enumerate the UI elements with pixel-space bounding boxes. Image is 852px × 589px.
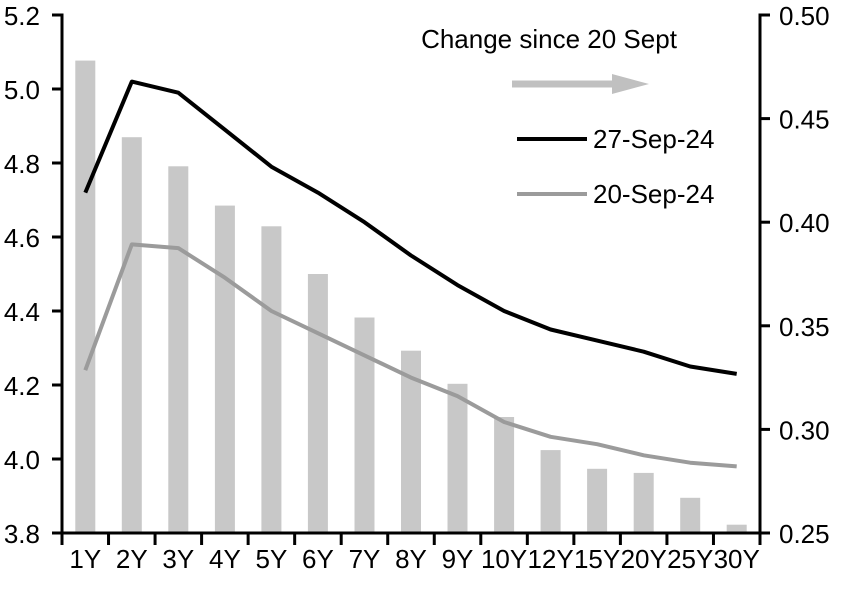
right-axis-tick-label: 0.35 [779,312,830,342]
left-axis-tick-label: 4.4 [4,297,40,327]
right-axis-tick-label: 0.30 [779,415,830,445]
bar-3Y [168,166,189,534]
left-axis-tick-label: 5.0 [4,75,40,105]
x-axis-category-label: 2Y [116,544,148,574]
right-axis-tick-label: 0.45 [779,105,830,135]
bar-6Y [307,274,328,533]
left-axis-tick-label: 5.2 [4,1,40,31]
left-axis-tick-label: 4.2 [4,371,40,401]
bar-7Y [354,317,375,533]
x-axis-category-label: 25Y [667,544,713,574]
left-axis-tick-label: 4.8 [4,149,40,179]
line-20-Sep-24 [83,242,737,469]
x-axis-category-label: 1Y [69,544,101,574]
right-axis-tick-label: 0.25 [779,519,830,549]
x-axis-category-label: 12Y [527,544,573,574]
bar-1Y [75,60,96,533]
x-axis-category-label: 4Y [209,544,241,574]
left-axis-tick-label: 4.0 [4,445,40,475]
legend-label-27-sep: 27-Sep-24 [593,124,714,154]
legend-label-20-sep: 20-Sep-24 [593,179,714,209]
x-axis-category-label: 15Y [574,544,620,574]
x-axis-category-label: 7Y [349,544,381,574]
bar-15Y [587,468,608,533]
bar-2Y [121,137,142,533]
x-axis-category-label: 6Y [302,544,334,574]
chart-legend: Change since 20 Sept 27-Sep-24 20-Sep-24 [421,24,714,209]
bar-25Y [680,497,701,533]
line-27-Sep-24 [83,79,738,376]
x-axis-category-label: 8Y [395,544,427,574]
left-axis-tick-label: 4.6 [4,223,40,253]
right-axis-tick-label: 0.50 [779,1,830,31]
legend-entry-27-sep: 27-Sep-24 [517,124,714,154]
bar-8Y [401,350,421,533]
bar-9Y [447,383,468,533]
chart-generated-layer: 5.2 5.0 4.8 4.6 4.4 4.2 4.0 3.8 0.50 0.45 0.40 0.35… [4,1,830,574]
x-axis-category-label: 10Y [481,544,527,574]
x-axis-category-label: 20Y [621,544,667,574]
bar-5Y [261,226,282,534]
x-axis-category-label: 5Y [255,544,287,574]
bar-12Y [540,450,561,533]
legend-title: Change since 20 Sept [421,24,678,54]
legend-entry-20-sep: 20-Sep-24 [517,179,714,209]
bar-10Y [494,417,515,533]
left-axis-tick-label: 3.8 [4,519,40,549]
arrow-head [612,74,649,94]
x-axis-category-label: 9Y [442,544,474,574]
x-axis-category-label: 3Y [162,544,194,574]
bar-4Y [214,205,235,533]
x-axis-category-label: 30Y [714,544,760,574]
bar-30Y [726,524,747,533]
change-arrow-icon [512,74,649,94]
bar-20Y [633,472,654,533]
right-axis-tick-label: 0.40 [779,208,830,238]
